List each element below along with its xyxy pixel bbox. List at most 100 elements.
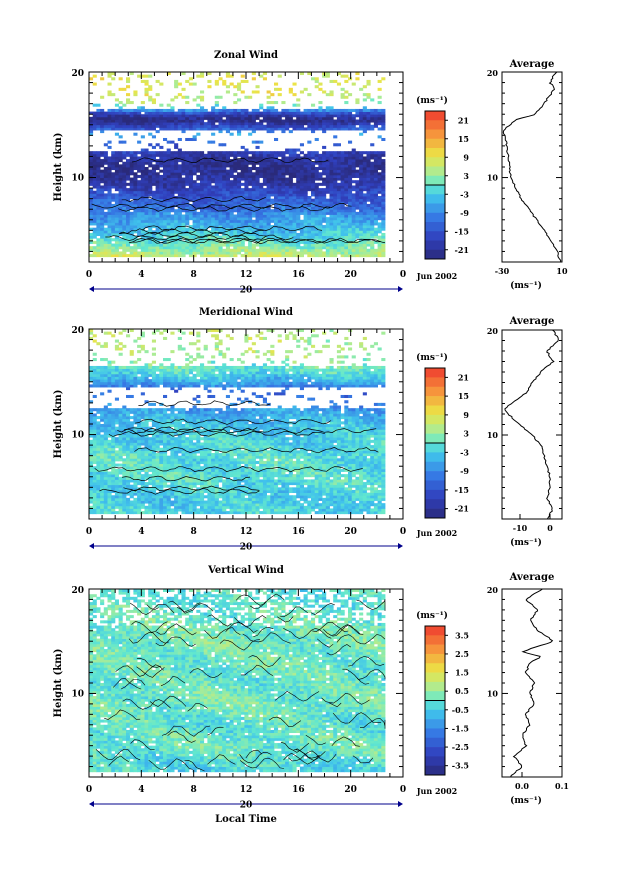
heatmap-cell (240, 508, 245, 512)
heatmap-cell (222, 111, 227, 115)
heatmap-cell (307, 180, 312, 184)
heatmap-cell (344, 211, 349, 215)
heatmap-cell (359, 122, 364, 126)
heatmap-cell (89, 188, 94, 192)
heatmap-cell (196, 230, 201, 234)
heatmap-cell (233, 225, 238, 229)
heatmap-cell (359, 156, 364, 160)
heatmap-cell (281, 193, 286, 197)
heatmap-cell (362, 106, 367, 110)
heatmap-cell (225, 492, 230, 496)
heatmap-cell (159, 193, 164, 197)
heatmap-cell (229, 82, 234, 86)
heatmap-cell (355, 174, 360, 178)
heatmap-cell (373, 251, 378, 255)
heatmap-cell (196, 235, 201, 239)
heatmap-cell (333, 225, 338, 229)
heatmap-cell (111, 111, 116, 115)
heatmap-cell (163, 159, 168, 163)
heatmap-cell (207, 495, 212, 499)
heatmap-cell (274, 153, 279, 157)
heatmap-cell (303, 198, 308, 202)
heatmap-cell (207, 251, 212, 255)
heatmap-cell (336, 116, 341, 120)
heatmap-cell (103, 119, 108, 123)
heatmap-cell (148, 495, 153, 499)
heatmap-cell (214, 214, 219, 218)
heatmap-cell (118, 106, 123, 110)
heatmap-cell (181, 505, 186, 509)
heatmap-cell (362, 227, 367, 231)
heatmap-cell (229, 161, 234, 165)
heatmap-cell (299, 487, 304, 491)
heatmap-cell (237, 108, 242, 112)
heatmap-cell (188, 482, 193, 486)
heatmap-cell (270, 508, 275, 512)
heatmap-cell (266, 254, 271, 258)
heatmap-cell (92, 492, 97, 496)
heatmap-cell (277, 190, 282, 194)
heatmap-cell (296, 198, 301, 202)
heatmap-cell (185, 222, 190, 226)
heatmap-cell (248, 222, 253, 226)
heatmap-cell (244, 127, 249, 131)
heatmap-cell (318, 82, 323, 86)
heatmap-cell (100, 193, 105, 197)
heatmap-cell (288, 225, 293, 229)
heatmap-cell (188, 225, 193, 229)
heatmap-cell (144, 248, 149, 252)
heatmap-cell (92, 214, 97, 218)
heatmap-cell (355, 161, 360, 165)
heatmap-cell (163, 219, 168, 223)
heatmap-cell (233, 108, 238, 112)
heatmap-cell (129, 500, 134, 504)
heatmap-cell (299, 508, 304, 512)
heatmap-cell (170, 511, 175, 515)
heatmap-cell (377, 95, 382, 99)
heatmap-cell (233, 248, 238, 252)
heatmap-cell (351, 193, 356, 197)
heatmap-cell (92, 169, 97, 173)
heatmap-cell (114, 151, 119, 155)
heatmap-cell (163, 495, 168, 499)
heatmap-cell (192, 505, 197, 509)
heatmap-cell (126, 492, 131, 496)
heatmap-cell (359, 219, 364, 223)
heatmap-cell (92, 111, 97, 115)
heatmap-cell (359, 217, 364, 221)
heatmap-cell (244, 182, 249, 186)
heatmap-cell (196, 503, 201, 507)
heatmap-cell (166, 114, 171, 118)
heatmap-cell (329, 198, 334, 202)
heatmap-cell (144, 122, 149, 126)
heatmap-cell (214, 209, 219, 213)
heatmap-cell (229, 172, 234, 176)
heatmap-cell (211, 116, 216, 120)
heatmap-cell (248, 511, 253, 515)
heatmap-cell (329, 211, 334, 215)
heatmap-cell (196, 177, 201, 181)
heatmap-cell (362, 495, 367, 499)
heatmap-cell (188, 235, 193, 239)
heatmap-cell (303, 206, 308, 210)
heatmap-cell (259, 248, 264, 252)
heatmap-cell (192, 114, 197, 118)
heatmap-cell (362, 185, 367, 189)
heatmap-cell (311, 492, 316, 496)
heatmap-cell (133, 503, 138, 507)
heatmap-cell (240, 114, 245, 118)
heatmap-cell (181, 198, 186, 202)
heatmap-cell (366, 127, 371, 131)
heatmap-cell (211, 503, 216, 507)
heatmap-cell (381, 196, 386, 200)
heatmap-cell (322, 201, 327, 205)
heatmap-cell (329, 222, 334, 226)
heatmap-cell (311, 489, 316, 494)
heatmap-cell (89, 77, 94, 81)
heatmap-cell (107, 243, 112, 247)
heatmap-cell (285, 246, 290, 250)
heatmap-cell (140, 101, 145, 105)
heatmap-cell (266, 508, 271, 512)
heatmap-cell (111, 93, 116, 97)
heatmap-cell (377, 214, 382, 218)
